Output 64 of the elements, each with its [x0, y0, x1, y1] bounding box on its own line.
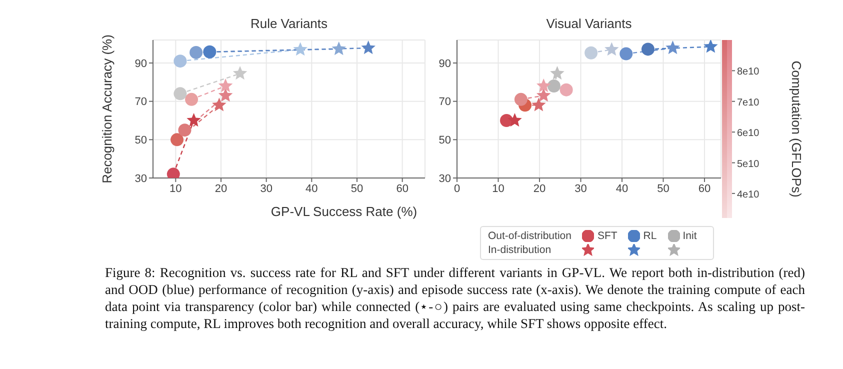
- point: [170, 133, 184, 146]
- point: [536, 88, 551, 102]
- point: [584, 46, 598, 60]
- x-tick-label: 30: [574, 182, 587, 195]
- point: [704, 40, 718, 53]
- text: Out-of-distribution: [487, 229, 572, 244]
- point: [178, 124, 192, 137]
- color-bar-title: Computation (GFLOPs): [789, 60, 804, 198]
- x-axis-title: GP-VL Success Rate (%): [270, 204, 418, 219]
- y-tick-label: 30: [134, 172, 147, 185]
- point: [514, 92, 528, 106]
- y-axis-title: Recognition Accuracy (%): [100, 34, 115, 184]
- point: [532, 98, 546, 112]
- x-tick-label: 50: [657, 182, 670, 195]
- color-bar-label: 5e10: [737, 158, 760, 170]
- chart-title: Visual Variants: [545, 16, 633, 31]
- point: [293, 42, 308, 56]
- point: [212, 98, 226, 112]
- point: [186, 113, 201, 127]
- point: [332, 42, 346, 56]
- y-tick-label: 70: [134, 96, 147, 108]
- legend-label: SFT: [597, 230, 618, 242]
- point: [174, 54, 187, 68]
- point: [232, 66, 248, 80]
- point: [641, 42, 654, 56]
- point: [560, 83, 573, 96]
- y-tick-label: 50: [438, 134, 451, 147]
- x-tick-label: 10: [170, 182, 182, 195]
- y-tick-label: 30: [438, 172, 451, 185]
- x-tick-label: 20: [533, 182, 546, 195]
- color-bar-label: 8e10: [737, 66, 760, 78]
- x-tick-label: 0: [454, 182, 460, 195]
- color-bar-label: 6e10: [737, 128, 760, 140]
- y-tick-label: 50: [134, 134, 147, 147]
- legend-label: Init: [682, 230, 697, 242]
- x-tick-label: 40: [616, 182, 628, 195]
- caption: Figure 8: Recognition vs. success rate for RL and SFT under different variants in GP-VL. We report both in-distribution (red) and OOD (blue) performance of recognition (y-axis) and episode success rate (x-axis). We denote the training compute of each data point via transparency (color bar) while connected (⋆-○) pairs are evaluated using same checkpoints. As scaling up post-training compute, RL improves both recognition and overall accuracy, while SFT shows opposite effect.: [105, 264, 805, 332]
- y-tick-label: 90: [438, 58, 451, 70]
- point: [604, 42, 619, 56]
- x-tick-label: 30: [260, 182, 272, 195]
- y-tick-label: 90: [134, 58, 147, 70]
- point: [185, 92, 198, 106]
- color-bar-label: 7e10: [737, 97, 760, 108]
- point: [361, 40, 376, 54]
- x-tick-label: 60: [396, 182, 408, 195]
- x-tick-label: 60: [698, 182, 711, 195]
- x-tick-label: 40: [306, 182, 318, 195]
- point: [190, 46, 203, 59]
- y-tick-label: 70: [438, 96, 451, 108]
- x-tick-label: 20: [214, 182, 228, 195]
- point: [218, 78, 233, 92]
- legend-label: RL: [643, 230, 657, 242]
- x-tick-label: 50: [350, 182, 364, 195]
- color-bar-label: 4e10: [737, 189, 760, 200]
- point: [550, 66, 564, 80]
- x-tick-label: 10: [492, 182, 504, 195]
- point: [203, 45, 216, 58]
- point: [218, 88, 233, 102]
- text: In-distribution: [487, 243, 552, 258]
- point: [508, 113, 522, 127]
- chart-title: Rule Variants: [249, 16, 329, 31]
- point: [174, 87, 187, 100]
- point: [536, 78, 551, 92]
- point: [547, 80, 560, 92]
